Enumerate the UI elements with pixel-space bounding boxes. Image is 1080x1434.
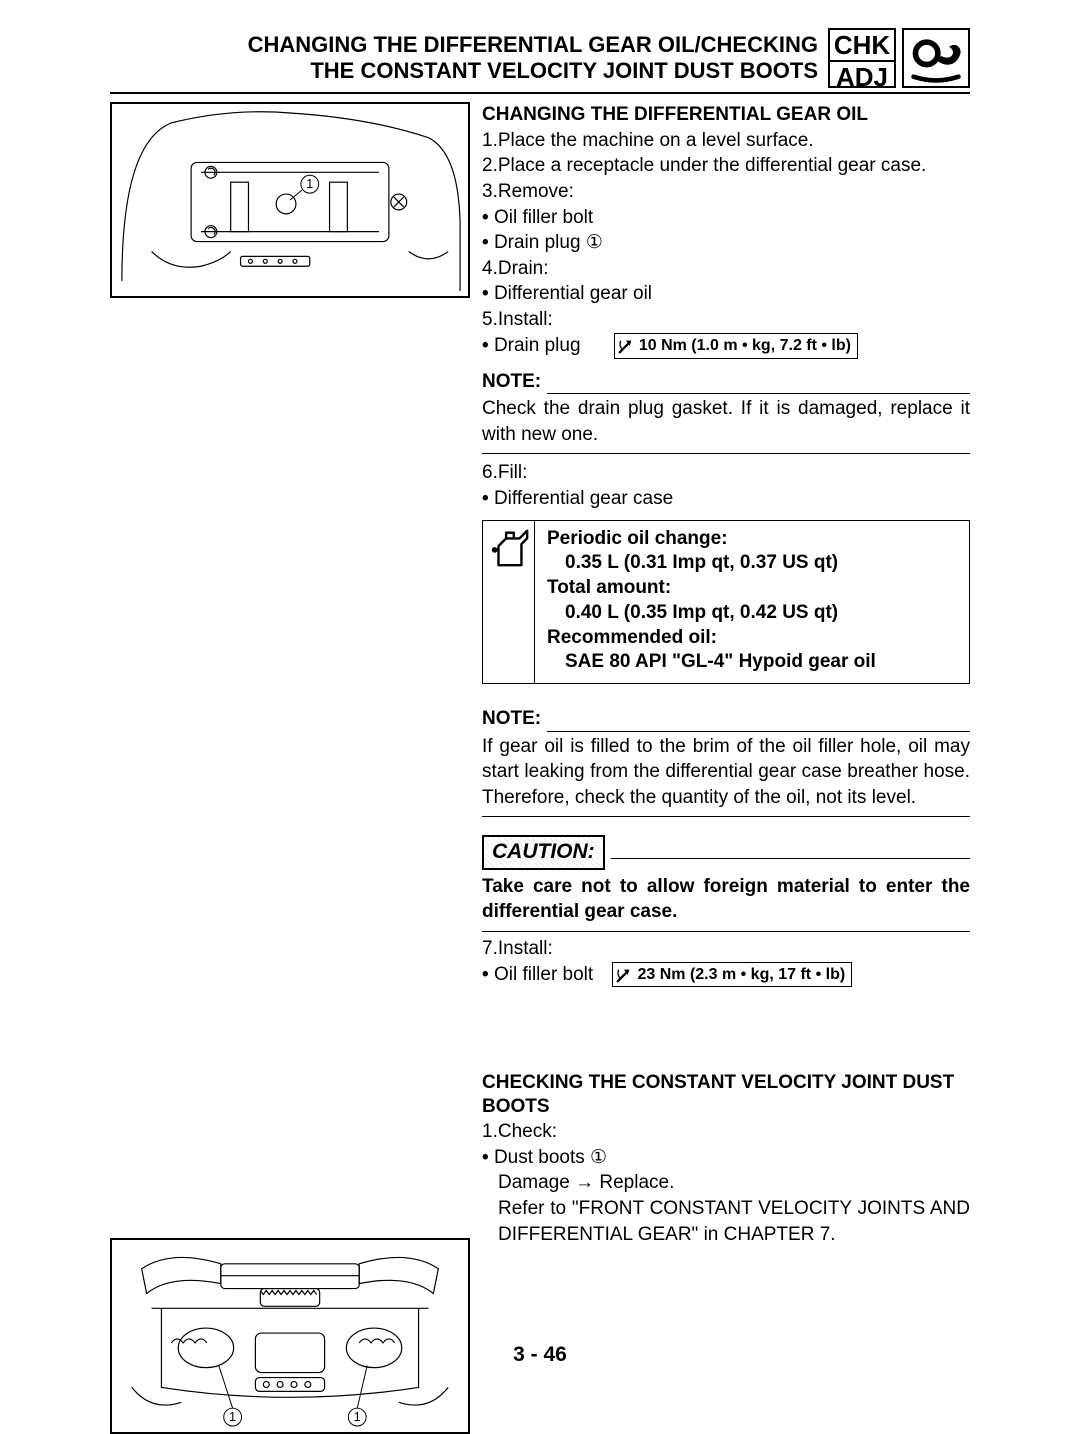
step-2: 2.Place a receptacle under the different… (482, 153, 970, 179)
install-b-label: Oil filler bolt (494, 964, 593, 985)
spec-box: Periodic oil change: 0.35 L (0.31 Imp qt… (482, 520, 970, 684)
section2-heading: CHECKING THE CONSTANT VELOCITY JOINT DUS… (482, 1071, 970, 1119)
spec-l2: 0.35 L (0.31 Imp qt, 0.37 US qt) (547, 551, 961, 576)
fill-item-a: Differential gear case (482, 486, 970, 512)
install-item-a: Drain plug 10 Nm (1.0 m • kg, 7.2 ft • l… (482, 333, 970, 359)
torque-value-2: 23 Nm (2.3 m • kg, 17 ft • lb) (637, 966, 845, 983)
check-item-b: Damage → Replace. (482, 1170, 970, 1196)
svg-text:1: 1 (354, 1409, 361, 1424)
install-a-label: Drain plug (494, 335, 581, 356)
header-icon (902, 28, 970, 88)
caution-row: CAUTION: (482, 835, 970, 869)
remove-item-b: Drain plug ① (482, 230, 970, 256)
torque-value-1: 10 Nm (1.0 m • kg, 7.2 ft • lb) (639, 337, 851, 354)
chk-label: CHK (830, 30, 894, 62)
note-1-row: NOTE: (482, 369, 970, 395)
chk-adj-box: CHK ADJ (828, 28, 896, 88)
note-1-label: NOTE: (482, 369, 541, 395)
spec-l3: Total amount: (547, 576, 961, 601)
spec-l1: Periodic oil change: (547, 527, 961, 552)
section-2: CHECKING THE CONSTANT VELOCITY JOINT DUS… (482, 1071, 970, 1247)
spec-l5: Recommended oil: (547, 626, 961, 651)
remove-item-a: Oil filler bolt (482, 205, 970, 231)
spec-icon-cell (483, 521, 535, 683)
s2-step-1: 1.Check: (482, 1119, 970, 1145)
header-title-line1: CHANGING THE DIFFERENTIAL GEAR OIL/CHECK… (248, 32, 818, 57)
install-item-b: Oil filler bolt 23 Nm (2.3 m • kg, 17 ft… (482, 962, 970, 988)
check-item-a: Dust boots ① (482, 1145, 970, 1171)
note-2-label: NOTE: (482, 706, 541, 732)
left-column: 1 (110, 102, 470, 1434)
step-4: 4.Drain: (482, 256, 970, 282)
section1-heading: CHANGING THE DIFFERENTIAL GEAR OIL (482, 102, 970, 128)
torque-icon (617, 337, 635, 355)
adj-label: ADJ (830, 62, 894, 92)
svg-text:1: 1 (306, 176, 313, 191)
torque-icon (615, 966, 633, 984)
oil-can-icon (487, 525, 531, 569)
note-2-row: NOTE: (482, 706, 970, 732)
note-1-rule (547, 382, 970, 394)
page-number: 3 - 46 (0, 1341, 1080, 1369)
note-1-text: Check the drain plug gasket. If it is da… (482, 396, 970, 454)
caution-rule (611, 847, 970, 859)
step-7: 7.Install: (482, 936, 970, 962)
check-item-c: Refer to "FRONT CONSTANT VELOCITY JOINTS… (482, 1196, 970, 1247)
wrench-ring-icon (908, 30, 964, 86)
step-5: 5.Install: (482, 307, 970, 333)
caution-text: Take care not to allow foreign material … (482, 874, 970, 932)
header-title-line2: THE CONSTANT VELOCITY JOINT DUST BOOTS (310, 58, 818, 83)
step-3: 3.Remove: (482, 179, 970, 205)
note-2-text: If gear oil is filled to the brim of the… (482, 734, 970, 818)
torque-spec-2: 23 Nm (2.3 m • kg, 17 ft • lb) (612, 962, 852, 988)
spec-body: Periodic oil change: 0.35 L (0.31 Imp qt… (535, 521, 969, 683)
dust-boot-diagram: 1 1 (112, 1238, 468, 1434)
drain-item-a: Differential gear oil (482, 281, 970, 307)
note-2-rule (547, 720, 970, 732)
diff-gear-diagram: 1 (112, 102, 468, 298)
step-6: 6.Fill: (482, 460, 970, 486)
right-column: CHANGING THE DIFFERENTIAL GEAR OIL 1.Pla… (482, 102, 970, 1434)
header-title: CHANGING THE DIFFERENTIAL GEAR OIL/CHECK… (110, 32, 822, 85)
caution-label: CAUTION: (482, 835, 605, 869)
step-1: 1.Place the machine on a level surface. (482, 128, 970, 154)
figure-1: 1 (110, 102, 470, 298)
spec-l4: 0.40 L (0.35 Imp qt, 0.42 US qt) (547, 601, 961, 626)
figure-2: 1 1 (110, 1238, 470, 1434)
torque-spec-1: 10 Nm (1.0 m • kg, 7.2 ft • lb) (614, 333, 858, 359)
spec-l6: SAE 80 API "GL-4" Hypoid gear oil (547, 650, 961, 675)
svg-text:1: 1 (229, 1409, 236, 1424)
page-header: CHANGING THE DIFFERENTIAL GEAR OIL/CHECK… (110, 28, 970, 94)
